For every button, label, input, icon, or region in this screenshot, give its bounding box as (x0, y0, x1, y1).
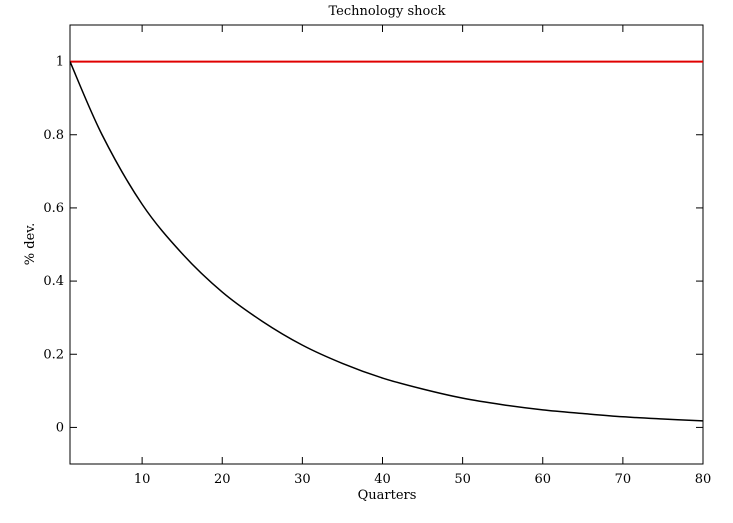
plot-area-border (69, 24, 704, 465)
decay-curve-series (69, 61, 704, 422)
chart-title: Technology shock (328, 4, 445, 19)
x-tick-label: 80 (695, 472, 712, 487)
x-axis-label: Quarters (358, 488, 417, 503)
x-tick-label: 10 (134, 472, 151, 487)
y-axis: 0 0.2 0.4 0.6 0.8 1 (43, 55, 703, 435)
x-tick-label: 70 (615, 472, 632, 487)
y-tick-label: 1 (56, 55, 64, 70)
y-tick-label: 0.2 (43, 347, 64, 362)
x-tick-label: 30 (294, 472, 311, 487)
y-tick-label: 0 (56, 420, 64, 435)
y-axis-label: % dev. (23, 223, 38, 265)
x-tick-label: 50 (454, 472, 471, 487)
x-tick-label: 40 (374, 472, 391, 487)
y-tick-label: 0.8 (43, 128, 64, 143)
x-tick-label: 20 (214, 472, 231, 487)
x-tick-label: 60 (534, 472, 551, 487)
y-tick-label: 0.4 (43, 274, 64, 289)
y-tick-label: 0.6 (43, 201, 64, 216)
x-axis: 10 20 30 40 50 60 70 80 (134, 25, 711, 487)
series-layer (69, 60, 704, 422)
